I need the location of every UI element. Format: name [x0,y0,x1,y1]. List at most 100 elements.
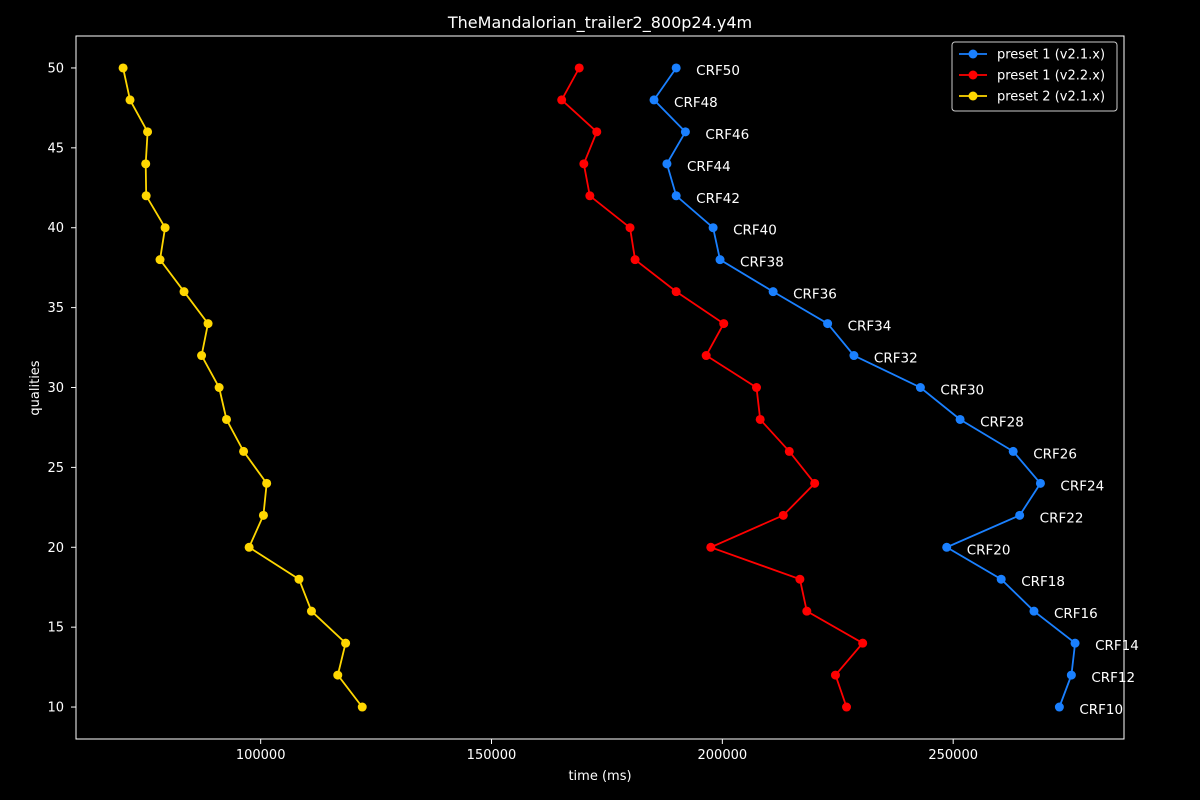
data-point [557,95,567,105]
legend-label: preset 2 (v2.1.x) [997,90,1105,105]
data-point [915,383,925,392]
point-label: CRF50 [696,63,740,79]
data-point [842,702,852,712]
data-point [649,95,659,105]
data-point [706,542,716,552]
point-label: CRF42 [696,191,740,207]
y-tick-label: 30 [47,381,64,396]
y-tick-label: 50 [47,61,64,76]
data-point [858,638,868,648]
data-point [671,287,681,297]
data-point [768,287,778,297]
x-tick-label: 100000 [236,748,286,763]
data-point [671,191,681,201]
data-point [160,223,170,233]
data-point [942,542,952,552]
data-point [306,606,316,616]
data-point [592,127,602,137]
point-annotations: CRF50 CRF48 CRF46 CRF44 CRF42 CRF40 CRF38 CRF36… [674,63,1139,718]
data-point [258,510,268,520]
data-point [125,95,135,105]
data-point [708,223,718,233]
y-tick-label: 10 [47,701,64,716]
legend-entry: preset 1 (v2.2.x) [959,69,1105,84]
y-tick-label: 35 [47,301,64,316]
point-label: CRF20 [967,542,1011,558]
data-point [671,63,681,73]
series-3 [118,63,367,712]
legend-marker [968,49,978,59]
data-point [333,670,343,680]
point-label: CRF46 [705,127,749,143]
data-point [1029,606,1039,616]
data-point [1054,702,1064,712]
data-point [625,223,635,233]
x-tick-label: 250000 [928,748,978,763]
data-point [795,574,805,584]
legend-marker [968,91,978,101]
data-point [574,63,584,73]
y-axis-label: qualities [28,360,43,415]
data-point [784,446,794,456]
x-axis-label: time (ms) [568,769,631,784]
data-point [955,414,965,424]
point-label: CRF38 [740,255,784,271]
data-point [579,159,589,169]
data-point [585,191,595,201]
legend: preset 1 (v2.1.x) preset 1 (v2.2.x) preset… [951,41,1118,112]
data-point [179,287,189,297]
point-label: CRF10 [1079,702,1123,718]
data-point [357,702,367,712]
legend-label: preset 1 (v2.2.x) [997,69,1105,84]
data-point [755,414,765,424]
data-point [244,542,254,552]
point-label: CRF36 [793,287,837,303]
series-2 [557,63,868,712]
legend-label: preset 1 (v2.1.x) [997,48,1105,63]
data-point [341,638,351,648]
data-point [715,255,725,265]
point-label: CRF18 [1021,574,1065,590]
point-label: CRF28 [980,414,1024,430]
axes: 100000 150000 200000 250000 10 15 20 25 30 35 40 45… [47,35,1125,763]
point-label: CRF32 [874,351,918,367]
data-point [262,478,272,488]
data-point [214,383,224,392]
data-point [1008,446,1018,456]
data-point [1035,478,1045,488]
data-point [141,191,151,201]
data-point [719,319,729,329]
data-point [849,351,859,361]
point-label: CRF30 [940,383,984,399]
legend-entry: preset 1 (v2.1.x) [959,48,1105,63]
data-point [701,351,711,361]
series-line [122,67,363,708]
point-label: CRF24 [1060,478,1104,494]
data-point [143,127,153,137]
y-tick-label: 15 [47,621,64,636]
data-point [752,383,762,392]
data-point [118,63,128,73]
point-label: CRF12 [1091,670,1135,686]
point-label: CRF40 [733,223,777,239]
data-point [830,670,840,680]
data-point [239,446,249,456]
data-point [680,127,690,137]
series-1 [649,63,1080,712]
data-point [1015,510,1025,520]
y-tick-label: 45 [47,141,64,156]
legend-entry: preset 2 (v2.1.x) [959,90,1105,105]
data-point [630,255,640,265]
point-label: CRF34 [848,319,892,335]
point-label: CRF44 [687,159,731,175]
chart-title: TheMandalorian_trailer2_800p24.y4m [447,13,752,33]
data-point [778,510,788,520]
point-label: CRF14 [1095,638,1139,654]
data-point [1070,638,1080,648]
y-tick-label: 40 [47,221,64,236]
data-point [222,414,232,424]
legend-box [951,41,1118,112]
data-point [294,574,304,584]
data-point [662,159,672,169]
